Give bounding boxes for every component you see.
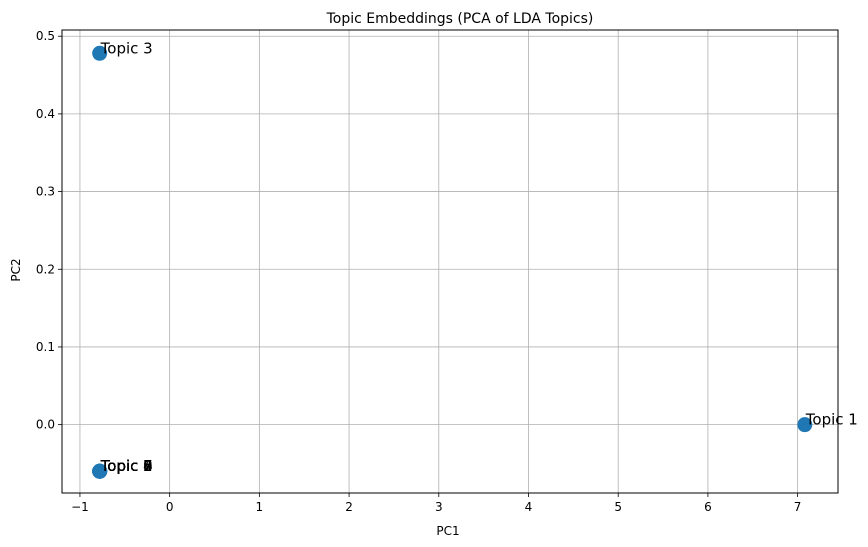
data-label: Topic 2 — [100, 457, 153, 475]
x-axis-label: PC1 — [436, 524, 459, 538]
data-label: Topic 7 — [100, 457, 153, 475]
x-tick-label: 3 — [435, 500, 443, 514]
data-point — [797, 417, 813, 433]
x-tick-label: 7 — [794, 500, 802, 514]
x-tick-label: 4 — [525, 500, 533, 514]
axis-ticks: −1 0 1 2 3 4 5 6 7 0.0 0.1 0.2 0.3 0.4 0.5 — [36, 29, 802, 514]
chart-title: Topic Embeddings (PCA of LDA Topics) — [326, 11, 594, 27]
y-tick-label: 0.1 — [36, 340, 55, 354]
y-tick-label: 0.0 — [36, 418, 55, 432]
grid — [62, 30, 838, 493]
data-label: Topic 8 — [100, 457, 153, 475]
data-point — [92, 463, 108, 479]
x-tick-label: −1 — [71, 500, 89, 514]
y-tick-label: 0.5 — [36, 29, 55, 43]
x-tick-label: 2 — [345, 500, 353, 514]
data-label: Topic 6 — [100, 457, 153, 475]
y-tick-label: 0.3 — [36, 185, 55, 199]
data-label: Topic 5 — [100, 457, 153, 475]
y-axis-label: PC2 — [9, 258, 23, 281]
plot-area — [61, 29, 839, 494]
data-label: Topic 0 — [100, 457, 153, 475]
x-tick-label: 1 — [256, 500, 264, 514]
data-label: Topic 3 — [100, 39, 153, 57]
x-tick-label: 0 — [166, 500, 174, 514]
data-point — [92, 45, 108, 61]
data-label: Topic 9 — [100, 457, 153, 475]
y-tick-label: 0.4 — [36, 107, 55, 121]
y-tick-label: 0.2 — [36, 262, 55, 276]
x-tick-label: 5 — [614, 500, 622, 514]
data-label: Topic 1 — [805, 411, 858, 429]
x-tick-label: 6 — [704, 500, 712, 514]
data-label: Topic 4 — [100, 457, 153, 475]
data-points — [92, 45, 813, 479]
